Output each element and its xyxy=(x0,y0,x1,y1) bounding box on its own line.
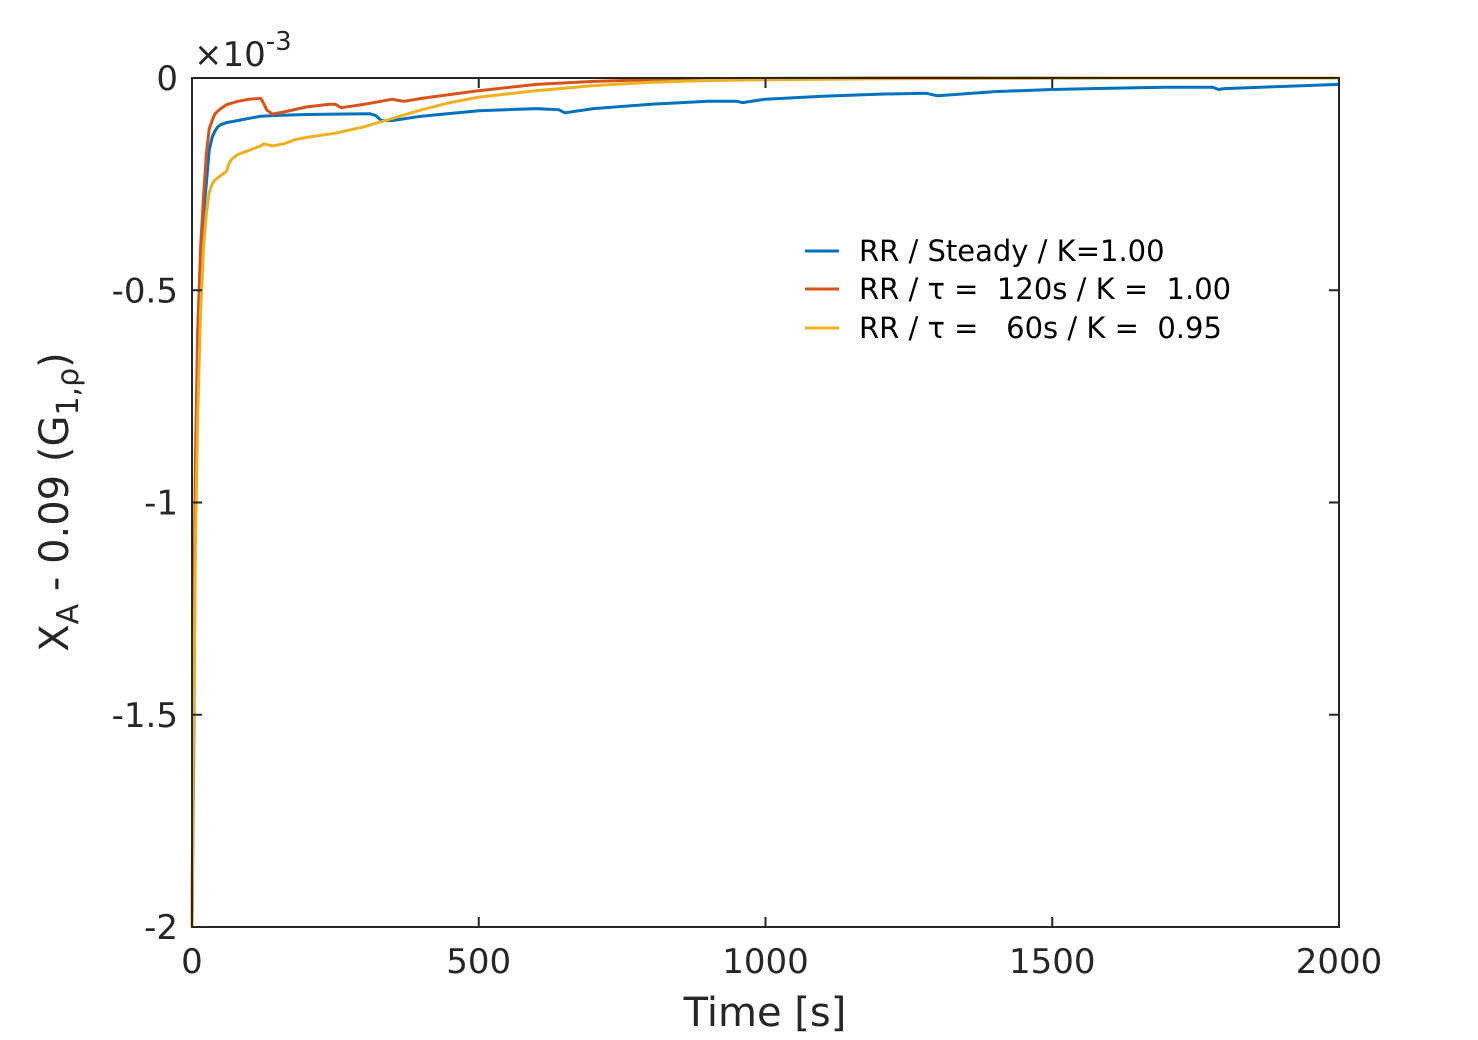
legend-label-0: RR / Steady / K=1.00 xyxy=(859,234,1165,268)
x-axis-ticks: 0 500 1000 1500 2000 xyxy=(181,78,1382,982)
legend-item-0: RR / Steady / K=1.00 xyxy=(805,234,1165,268)
y-axis-label: XA - 0.09 (G1,ρ) xyxy=(32,352,86,651)
exponent-power: -3 xyxy=(266,27,292,57)
x-tick-label-4: 2000 xyxy=(1296,942,1383,982)
legend-item-1: RR / τ = 120s / K = 1.00 xyxy=(805,272,1231,306)
y-label-sub: A xyxy=(51,603,86,624)
series-line-2 xyxy=(190,76,1339,928)
x-tick-label-1: 500 xyxy=(446,942,511,982)
legend-item-2: RR / τ = 60s / K = 0.95 xyxy=(805,311,1222,345)
legend-label-1: RR / τ = 120s / K = 1.00 xyxy=(859,272,1231,306)
plot-area xyxy=(192,78,1339,927)
y-axis-ticks: -2 -1.5 -1 -0.5 0 xyxy=(112,59,1339,948)
series-layer xyxy=(190,76,1340,928)
x-tick-label-0: 0 xyxy=(181,942,203,982)
y-tick-label-0: -2 xyxy=(144,908,178,948)
legend: RR / Steady / K=1.00 RR / τ = 120s / K =… xyxy=(805,234,1231,345)
x-tick-label-3: 1500 xyxy=(1009,942,1096,982)
series-line-0 xyxy=(190,82,1340,928)
y-label-end: ) xyxy=(32,352,78,368)
y-label-sub2: 1,ρ xyxy=(51,368,86,416)
y-tick-label-3: -0.5 xyxy=(112,271,178,311)
y-label-mid: - 0.09 (G xyxy=(32,416,78,604)
y-tick-label-4: 0 xyxy=(156,59,178,99)
legend-label-2: RR / τ = 60s / K = 0.95 xyxy=(859,311,1222,345)
series-line-1 xyxy=(190,76,1339,928)
y-label-base: X xyxy=(32,624,78,651)
x-axis-label: Time [s] xyxy=(683,990,847,1036)
y-tick-label-2: -1 xyxy=(144,484,178,524)
x-tick-label-2: 1000 xyxy=(722,942,809,982)
y-exponent-label: ×10-3 xyxy=(194,27,292,75)
y-tick-label-1: -1.5 xyxy=(112,696,178,736)
svg-text:XA - 0.09 (G1,ρ): XA - 0.09 (G1,ρ) xyxy=(32,352,86,651)
exponent-prefix: ×10 xyxy=(194,35,266,75)
